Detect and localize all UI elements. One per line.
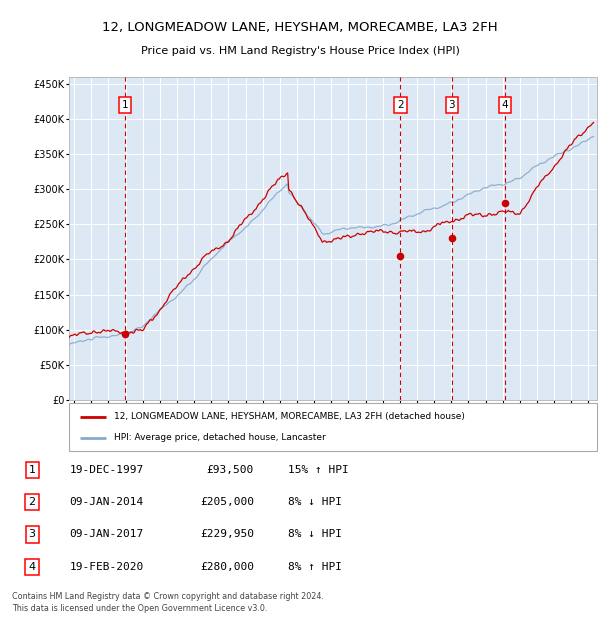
FancyBboxPatch shape xyxy=(69,403,597,451)
Text: HPI: Average price, detached house, Lancaster: HPI: Average price, detached house, Lanc… xyxy=(114,433,326,442)
Text: 8% ↓ HPI: 8% ↓ HPI xyxy=(289,529,343,539)
Text: 8% ↑ HPI: 8% ↑ HPI xyxy=(289,562,343,572)
Text: 19-DEC-1997: 19-DEC-1997 xyxy=(70,465,144,475)
Text: 4: 4 xyxy=(29,562,36,572)
Text: £93,500: £93,500 xyxy=(206,465,254,475)
Text: Price paid vs. HM Land Registry's House Price Index (HPI): Price paid vs. HM Land Registry's House … xyxy=(140,46,460,56)
Text: 1: 1 xyxy=(122,100,128,110)
Text: 15% ↑ HPI: 15% ↑ HPI xyxy=(289,465,349,475)
Text: 3: 3 xyxy=(448,100,455,110)
Text: Contains HM Land Registry data © Crown copyright and database right 2024.
This d: Contains HM Land Registry data © Crown c… xyxy=(12,591,324,613)
Text: 12, LONGMEADOW LANE, HEYSHAM, MORECAMBE, LA3 2FH (detached house): 12, LONGMEADOW LANE, HEYSHAM, MORECAMBE,… xyxy=(114,412,465,421)
Text: 2: 2 xyxy=(397,100,404,110)
Text: 1: 1 xyxy=(29,465,35,475)
Text: 09-JAN-2014: 09-JAN-2014 xyxy=(70,497,144,507)
Text: 12, LONGMEADOW LANE, HEYSHAM, MORECAMBE, LA3 2FH: 12, LONGMEADOW LANE, HEYSHAM, MORECAMBE,… xyxy=(102,22,498,34)
Text: 8% ↓ HPI: 8% ↓ HPI xyxy=(289,497,343,507)
Text: 09-JAN-2017: 09-JAN-2017 xyxy=(70,529,144,539)
Text: £205,000: £205,000 xyxy=(200,497,254,507)
Text: 2: 2 xyxy=(29,497,36,507)
Text: £280,000: £280,000 xyxy=(200,562,254,572)
Text: £229,950: £229,950 xyxy=(200,529,254,539)
Text: 19-FEB-2020: 19-FEB-2020 xyxy=(70,562,144,572)
Text: 3: 3 xyxy=(29,529,35,539)
Text: 4: 4 xyxy=(502,100,508,110)
